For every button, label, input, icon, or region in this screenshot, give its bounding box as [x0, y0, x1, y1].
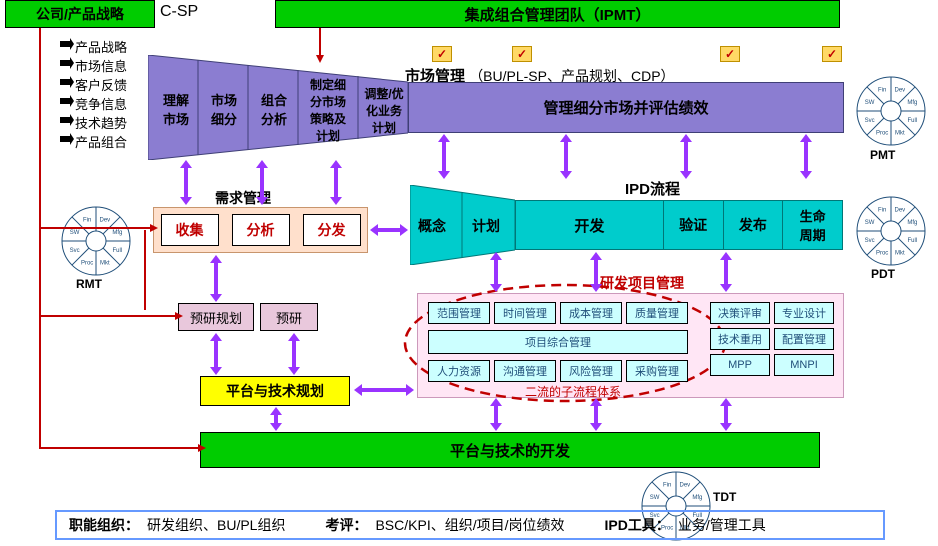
- routing-lines: [0, 0, 938, 546]
